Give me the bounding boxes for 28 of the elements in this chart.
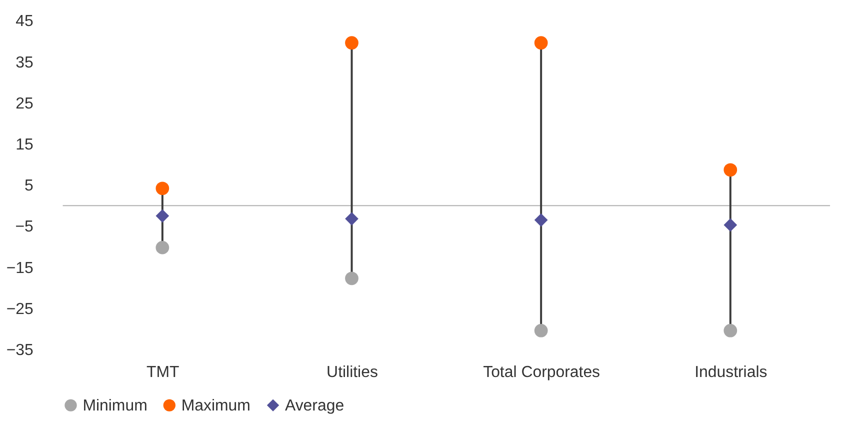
y-tick-label: −25 — [6, 300, 34, 318]
point — [156, 182, 170, 196]
point — [724, 218, 738, 232]
legend-label: Maximum — [181, 397, 250, 414]
x-tick-label: Total Corporates — [483, 364, 600, 381]
point — [534, 36, 548, 50]
y-tick-label: 5 — [24, 178, 34, 195]
y-tick-label: −15 — [6, 260, 34, 277]
point — [534, 324, 548, 338]
point — [156, 240, 170, 254]
x-tick-label: Industrials — [694, 364, 768, 381]
y-tick-label: 45 — [16, 13, 34, 30]
y-tick-label: 15 — [16, 136, 34, 154]
x-tick-label: Utilities — [326, 364, 378, 381]
y-tick-label: 35 — [16, 54, 34, 72]
point — [534, 213, 548, 227]
y-tick-label: −5 — [15, 218, 34, 236]
point — [345, 36, 358, 50]
y-tick-label: 25 — [16, 95, 34, 112]
point — [345, 272, 358, 286]
point — [345, 212, 358, 226]
point — [724, 324, 738, 338]
point — [156, 209, 170, 223]
legend-label: Average — [284, 397, 344, 414]
y-tick-label: −35 — [6, 342, 34, 359]
x-tick-label: TMT — [146, 364, 180, 381]
point — [724, 163, 738, 177]
legend-label: Minimum — [82, 397, 148, 414]
